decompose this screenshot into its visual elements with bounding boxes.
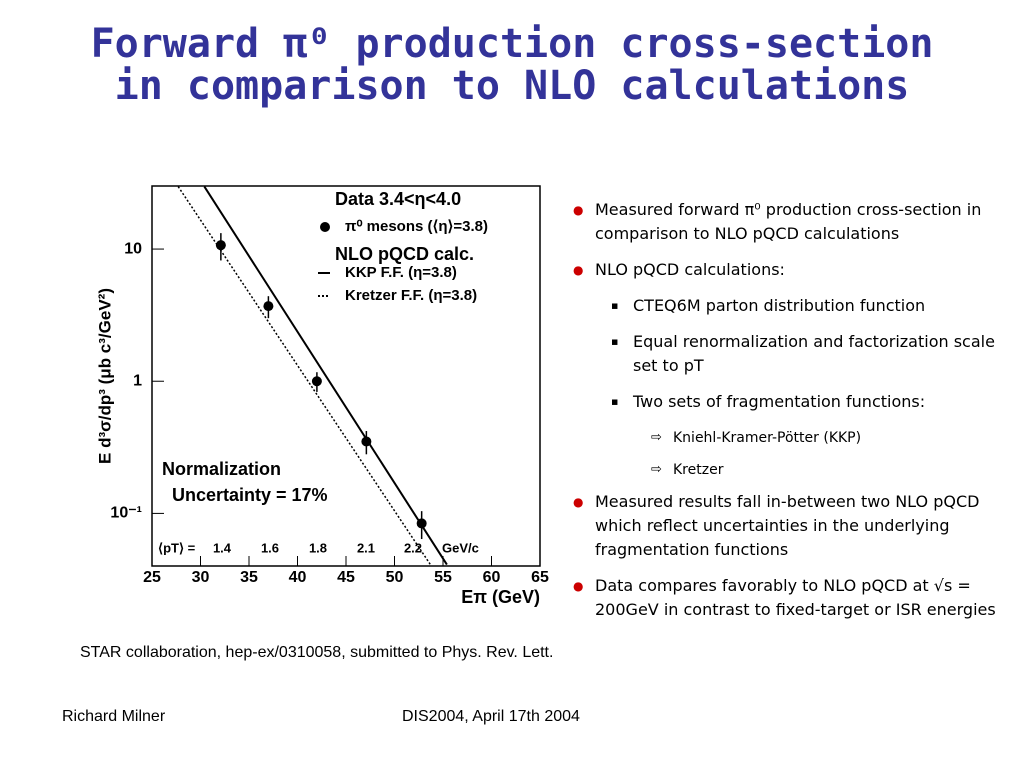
bullet-marker: ⇨: [651, 430, 662, 445]
x-tick-label: 35: [240, 569, 258, 586]
x-tick-label: 55: [434, 569, 452, 586]
x-tick-label: 40: [289, 569, 307, 586]
bullet-item: ▪ CTEQ6M parton distribution function: [570, 294, 1010, 318]
x-tick-label: 60: [483, 569, 501, 586]
legend-label: KKP F.F. (η=3.8): [345, 264, 457, 281]
x-tick-label: 45: [337, 569, 355, 586]
pt-value: 2.1: [357, 540, 375, 555]
y-tick-label: 10: [124, 240, 142, 257]
legend-title: NLO pQCD calc.: [335, 244, 474, 264]
x-axis-label: Eπ (GeV): [461, 587, 540, 607]
pt-unit: GeV/c: [442, 540, 479, 555]
bullet-marker: ⇨: [651, 462, 662, 477]
footer-author: Richard Milner: [62, 708, 166, 725]
x-tick-label: 65: [531, 569, 549, 586]
bullet-item: ● Measured results fall in-between two NL…: [570, 490, 1010, 562]
legend-marker: [320, 222, 330, 232]
bullet-text: CTEQ6M parton distribution function: [633, 296, 926, 315]
footer-event: DIS2004, April 17th 2004: [402, 708, 580, 725]
bullet-marker: ●: [573, 495, 584, 509]
slide-title: Forward π⁰ production cross-section: [90, 21, 934, 67]
x-tick-label: 30: [192, 569, 210, 586]
pt-value: 1.8: [309, 540, 327, 555]
bullet-item: ▪ Equal renormalization and factorization…: [570, 330, 1010, 378]
bullet-text: Measured forward π⁰ production cross-sec…: [595, 200, 982, 243]
bullet-marker: ▪: [611, 395, 619, 408]
bullet-list: ● Measured forward π⁰ production cross-se…: [570, 198, 1010, 634]
bullet-text: Equal renormalization and factorization …: [633, 332, 995, 375]
y-tick-label: 1: [133, 372, 142, 389]
legend-title: Data 3.4<η<4.0: [335, 189, 461, 209]
citation: STAR collaboration, hep-ex/0310058, subm…: [80, 644, 554, 661]
bullet-marker: ●: [573, 263, 584, 277]
pt-value: 2.2: [404, 540, 422, 555]
bullet-marker: ▪: [611, 299, 619, 312]
annotation: Normalization: [162, 459, 281, 479]
data-point: [263, 301, 274, 312]
legend-label: Kretzer F.F. (η=3.8): [345, 287, 477, 304]
bullet-item: ● Measured forward π⁰ production cross-se…: [570, 198, 1010, 246]
data-point: [311, 376, 322, 387]
bullet-item: ● NLO pQCD calculations:: [570, 258, 1010, 282]
bullet-text: Kretzer: [673, 462, 724, 478]
slide-title: in comparison to NLO calculations: [114, 63, 910, 109]
bullet-marker: ●: [573, 579, 584, 593]
bullet-text: Measured results fall in-between two NLO…: [595, 492, 980, 559]
bullet-text: NLO pQCD calculations:: [595, 260, 785, 279]
annotation: Uncertainty = 17%: [172, 485, 328, 505]
bullet-text: Kniehl-Kramer-Pötter (KKP): [673, 430, 862, 446]
bullet-marker: ●: [573, 203, 584, 217]
nlo-line: [203, 186, 448, 566]
y-tick-label: 10⁻¹: [110, 505, 142, 522]
bullet-item: ⇨ Kretzer: [570, 458, 1010, 482]
pt-label: ⟨pT⟩ =: [158, 540, 196, 555]
bullet-text: Data compares favorably to NLO pQCD at √…: [595, 576, 996, 619]
bullet-text: Two sets of fragmentation functions:: [633, 392, 926, 411]
pt-value: 1.6: [261, 540, 279, 555]
legend-label: π⁰ mesons (⟨η⟩=3.8): [345, 218, 488, 235]
pt-value: 1.4: [213, 540, 232, 555]
data-point: [215, 240, 226, 251]
y-axis-label: E d³σ/dp³ (μb c³/GeV²): [95, 288, 114, 464]
bullet-item: ⇨ Kniehl-Kramer-Pötter (KKP): [570, 426, 1010, 450]
bullet-item: ▪ Two sets of fragmentation functions:: [570, 390, 1010, 414]
bullet-marker: ▪: [611, 335, 619, 348]
bullet-item: ● Data compares favorably to NLO pQCD at …: [570, 574, 1010, 622]
x-tick-label: 25: [143, 569, 161, 586]
x-tick-label: 50: [386, 569, 404, 586]
